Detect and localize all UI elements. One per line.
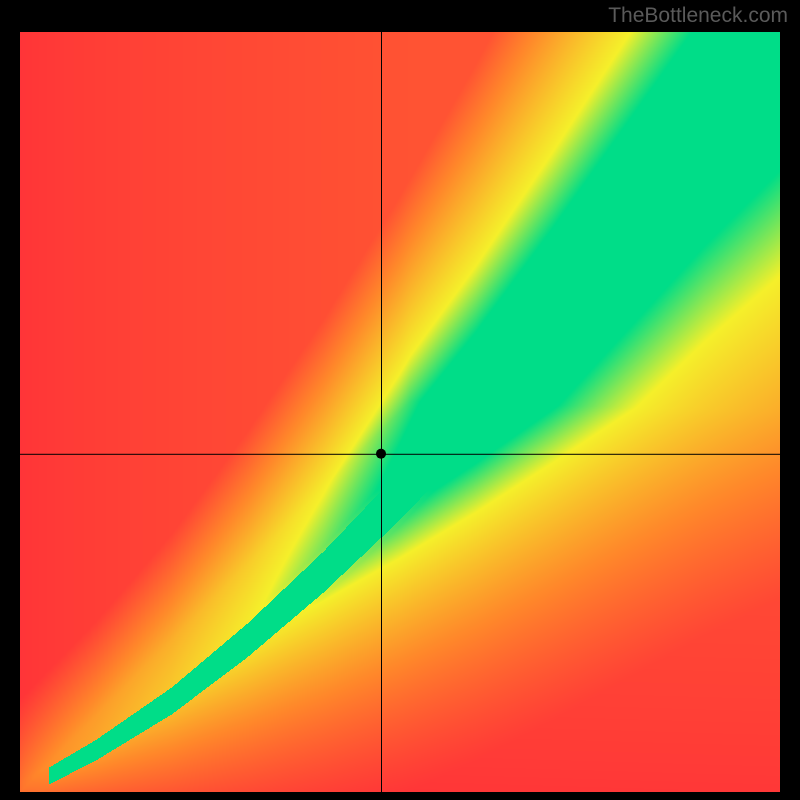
attribution-text: TheBottleneck.com (608, 4, 788, 28)
crosshair-overlay (20, 32, 780, 792)
bottleneck-heatmap-chart (20, 32, 780, 792)
